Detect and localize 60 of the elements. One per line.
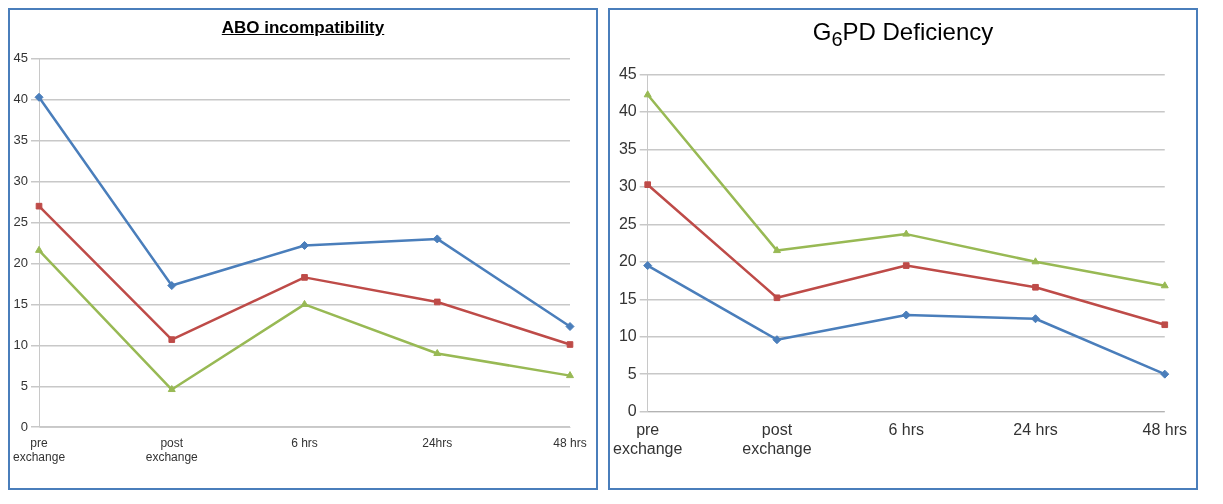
point <box>902 262 910 269</box>
y-tick-label: 35 <box>13 132 29 148</box>
y-tick-label: 30 <box>13 173 29 189</box>
x-tick-label: 24hrs <box>422 435 453 450</box>
point <box>1161 321 1169 329</box>
y-tick-label: 20 <box>618 252 637 270</box>
y-tick-label: 0 <box>627 402 637 420</box>
y-tick-label: 5 <box>627 364 637 382</box>
y-tick-label: 45 <box>618 65 637 83</box>
x-tick-label: 6 hrs <box>888 420 925 438</box>
y-tick-label: 5 <box>20 377 29 393</box>
point <box>644 181 652 189</box>
y-tick-label: 40 <box>13 91 29 107</box>
point <box>167 385 176 393</box>
point <box>565 322 575 331</box>
point <box>901 310 911 320</box>
chart-title: G$_{6}$PD Deficiency <box>811 17 995 52</box>
point <box>167 281 177 291</box>
point <box>1032 283 1039 291</box>
y-tick-label: 25 <box>13 214 29 230</box>
point <box>566 341 574 348</box>
point <box>773 246 781 254</box>
y-tick-label: 40 <box>618 102 637 120</box>
y-tick-label: 20 <box>13 255 29 271</box>
y-tick-label: 25 <box>618 214 637 232</box>
x-tick-label: pre exchange <box>13 435 66 465</box>
point <box>433 298 441 306</box>
y-tick-label: 45 <box>13 50 29 66</box>
y-tick-label: 0 <box>20 418 29 434</box>
point <box>1031 314 1040 324</box>
point <box>433 349 442 357</box>
point <box>300 299 309 307</box>
point <box>35 245 43 253</box>
point <box>1160 281 1169 289</box>
x-tick-label: post exchange <box>742 420 812 457</box>
point <box>1160 369 1170 379</box>
x-tick-label: 6 hrs <box>291 435 318 450</box>
point <box>34 92 44 102</box>
y-tick-label: 30 <box>618 177 637 195</box>
point <box>168 336 176 343</box>
x-tick-label: post exchange <box>145 435 199 465</box>
y-tick-label: 10 <box>13 336 29 352</box>
point <box>902 229 911 237</box>
point <box>773 294 781 302</box>
y-tick-label: 10 <box>618 327 637 345</box>
x-tick-label: 48 hrs <box>553 435 587 450</box>
x-tick-label: 48 hrs <box>1142 420 1187 438</box>
point <box>772 335 782 345</box>
chart-title: ABO incompatibility <box>220 17 386 39</box>
y-tick-label: 15 <box>618 289 637 307</box>
y-tick-label: 35 <box>618 139 637 157</box>
point <box>35 202 43 210</box>
x-tick-label: 24 hrs <box>1013 420 1058 438</box>
y-tick-label: 15 <box>13 295 29 311</box>
point <box>643 90 652 98</box>
point <box>1031 257 1040 265</box>
point <box>301 274 308 281</box>
point <box>643 261 653 271</box>
point <box>566 371 574 379</box>
x-tick-label: pre exchange <box>613 420 683 457</box>
